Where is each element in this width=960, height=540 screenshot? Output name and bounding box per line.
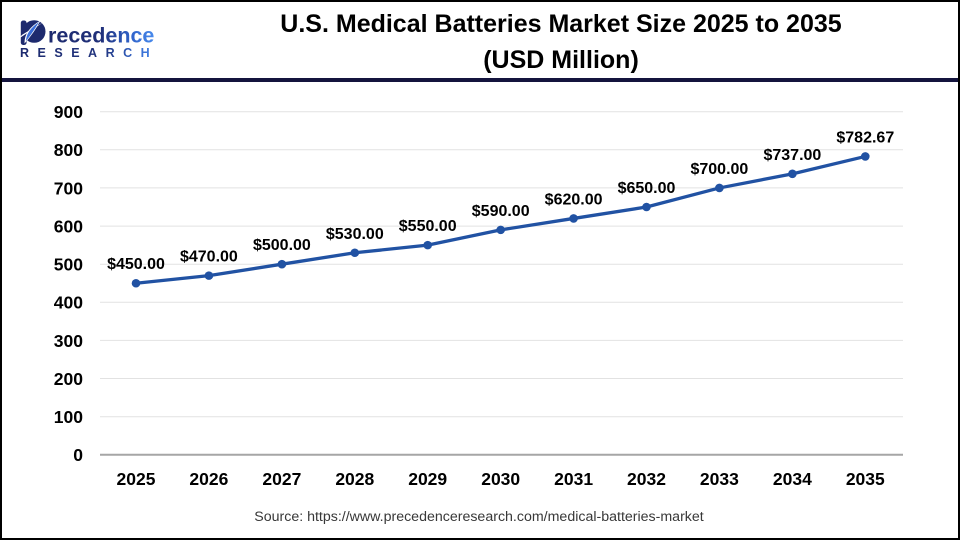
svg-text:2027: 2027 (262, 469, 301, 489)
svg-text:2032: 2032 (627, 469, 666, 489)
svg-text:2031: 2031 (554, 469, 593, 489)
svg-text:$550.00: $550.00 (399, 218, 457, 235)
svg-text:800: 800 (54, 140, 83, 160)
svg-text:recedence: recedence (48, 24, 154, 48)
svg-text:$700.00: $700.00 (690, 161, 748, 178)
svg-text:2033: 2033 (700, 469, 739, 489)
svg-text:$450.00: $450.00 (107, 256, 165, 273)
svg-text:$500.00: $500.00 (253, 237, 311, 254)
svg-text:2030: 2030 (481, 469, 520, 489)
svg-text:$782.67: $782.67 (836, 129, 894, 146)
svg-text:$650.00: $650.00 (618, 180, 676, 197)
svg-text:300: 300 (54, 331, 83, 351)
svg-text:0: 0 (73, 445, 83, 465)
svg-text:$470.00: $470.00 (180, 249, 238, 266)
svg-text:$530.00: $530.00 (326, 226, 384, 243)
svg-text:2028: 2028 (335, 469, 374, 489)
svg-text:2034: 2034 (773, 469, 812, 489)
svg-text:$620.00: $620.00 (545, 191, 603, 208)
svg-text:2025: 2025 (117, 469, 156, 489)
svg-text:900: 900 (54, 102, 83, 122)
svg-text:2026: 2026 (189, 469, 228, 489)
svg-text:600: 600 (54, 217, 83, 237)
svg-text:400: 400 (54, 293, 83, 313)
svg-text:RESEARCH: RESEARCH (20, 46, 158, 60)
svg-text:200: 200 (54, 369, 83, 389)
svg-text:$590.00: $590.00 (472, 203, 530, 220)
svg-text:100: 100 (54, 407, 83, 427)
svg-text:2029: 2029 (408, 469, 447, 489)
svg-text:$737.00: $737.00 (763, 147, 821, 164)
svg-text:700: 700 (54, 178, 83, 198)
svg-text:2035: 2035 (846, 469, 885, 489)
svg-text:500: 500 (54, 255, 83, 275)
